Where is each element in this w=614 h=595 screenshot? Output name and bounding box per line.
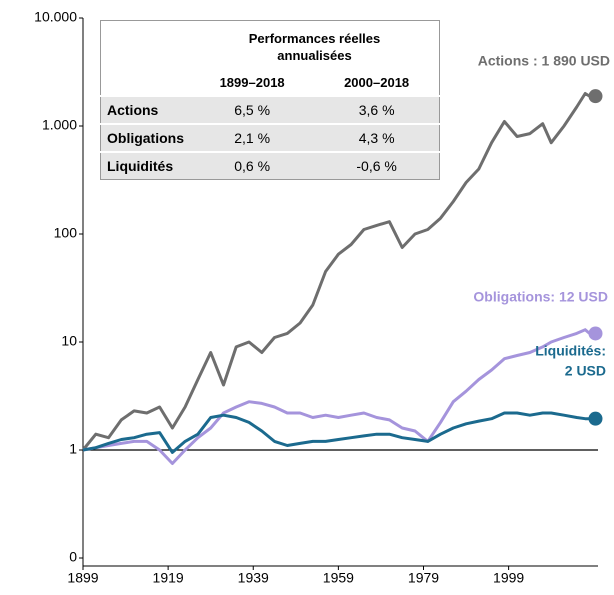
- table-cell: 6,5 %: [190, 95, 315, 124]
- table-row: Liquidités 0,6 % -0,6 %: [100, 151, 440, 180]
- table-title: Performances réelles annualisées: [248, 31, 381, 63]
- table-cell: -0,6 %: [314, 151, 440, 180]
- x-tick-label: 1939: [238, 570, 269, 586]
- col-header: 2000–2018: [344, 74, 410, 90]
- col-header: 1899–2018: [219, 74, 285, 90]
- y-tick-label: 1.000: [42, 117, 77, 133]
- series-label: Liquidités:: [535, 343, 606, 359]
- x-tick-label: 1919: [153, 570, 184, 586]
- series-line: [82, 411, 590, 454]
- y-tick-label: 1: [69, 441, 77, 457]
- table-cell: Obligations: [100, 123, 190, 152]
- table-cell: 3,6 %: [314, 95, 440, 124]
- performance-table: Performances réelles annualisées 1899–20…: [100, 20, 440, 180]
- x-tick-label: 1999: [493, 570, 524, 586]
- x-tick-label: 1959: [323, 570, 354, 586]
- table-row: Actions 6,5 % 3,6 %: [100, 95, 440, 124]
- blank: [101, 21, 191, 70]
- table-cell: 4,3 %: [314, 123, 440, 152]
- table-cell: Actions: [100, 95, 190, 124]
- blank: [101, 69, 191, 96]
- y-tick-label: 100: [54, 225, 78, 241]
- series-label: Obligations: 12 USD: [473, 289, 608, 305]
- table-row: Obligations 2,1 % 4,3 %: [100, 123, 440, 152]
- end-dot: [588, 89, 603, 104]
- series-line: [82, 328, 591, 465]
- series-line: [81, 92, 591, 451]
- y-tick-label: 0: [69, 549, 77, 565]
- end-dot: [588, 411, 603, 426]
- y-tick-label: 10.000: [34, 9, 77, 25]
- x-tick-label: 1899: [67, 570, 98, 586]
- end-dot: [588, 326, 603, 341]
- table-cell: 0,6 %: [190, 151, 315, 180]
- table-cell: 2,1 %: [190, 123, 315, 152]
- series-label: 2 USD: [565, 363, 606, 379]
- y-tick-label: 10: [61, 333, 77, 349]
- x-tick-label: 1979: [408, 570, 439, 586]
- table-cell: Liquidités: [100, 151, 190, 180]
- series-label: Actions : 1 890 USD: [478, 53, 610, 69]
